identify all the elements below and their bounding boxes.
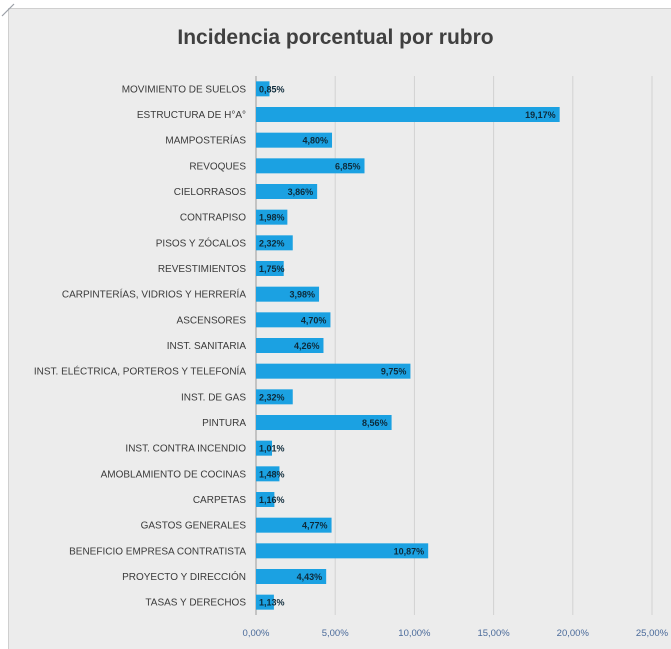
category-label: BENEFICIO EMPRESA CONTRATISTA [69,546,246,557]
bar-value-label: 0,85% [259,84,285,94]
category-label: REVOQUES [189,161,246,172]
category-label: INST. ELÉCTRICA, PORTEROS Y TELEFONÍA [34,365,246,378]
bar [256,389,293,405]
bar [256,261,284,276]
bar [256,543,429,559]
bar-value-label: 4,70% [301,315,327,325]
bar-value-label: 1,16% [259,495,285,505]
bar [256,415,392,430]
bar [256,594,274,610]
category-label: CARPINTERÍAS, VIDRIOS Y HERRERÍA [62,288,246,301]
bar-value-label: 4,43% [297,572,323,582]
category-label: REVESTIMIENTOS [158,264,246,275]
bar-value-label: 1,13% [259,598,285,608]
x-tick-label: 0,00% [243,628,270,639]
bar-value-label: 1,75% [259,264,285,274]
bar [256,338,324,353]
category-label: AMOBLAMIENTO DE COCINAS [101,469,247,480]
bar-value-label: 1,48% [259,469,285,479]
category-label: INST. DE GAS [181,392,246,403]
bar-value-label: 4,26% [294,341,320,351]
bar-value-label: 8,56% [362,418,388,428]
corner-decoration [0,0,20,20]
category-label: GASTOS GENERALES [141,521,247,532]
bar-value-label: 3,86% [288,187,314,197]
corner-slash-icon [1,3,15,17]
category-label: PINTURA [202,418,246,429]
x-tick-label: 25,00% [636,628,669,639]
bar [256,132,333,148]
bar-value-label: 19,17% [525,110,556,120]
bar-value-label: 2,32% [259,238,285,248]
bar [256,209,288,225]
category-label: TASAS Y DERECHOS [145,598,246,609]
bar [256,569,327,584]
bar-value-label: 4,77% [302,521,328,531]
bar [256,363,411,379]
bar-value-label: 10,87% [394,546,425,556]
category-label: MOVIMIENTO DE SUELOS [122,84,247,95]
bar-value-label: 4,80% [303,136,329,146]
category-label: CARPETAS [193,495,246,506]
bar [256,184,318,199]
chart-title: Incidencia porcentual por rubro [177,26,494,49]
bar-value-label: 1,01% [259,444,285,454]
bar [256,158,365,174]
bar-value-label: 1,98% [259,213,285,223]
bar-value-label: 6,85% [335,161,361,171]
category-label: PROYECTO Y DIRECCIÓN [122,570,246,583]
category-label: INST. SANITARIA [167,341,247,352]
bar [256,312,331,328]
bar [256,492,275,507]
bar [256,107,560,122]
bar-value-label: 2,32% [259,392,285,402]
category-label: ASCENSORES [177,315,247,326]
category-label: INST. CONTRA INCENDIO [125,444,246,455]
bar [256,235,293,251]
bar [256,440,272,456]
x-tick-label: 20,00% [557,628,590,639]
category-label: MAMPOSTERÍAS [165,134,246,147]
bar [256,286,320,302]
x-tick-label: 15,00% [477,628,510,639]
bar [256,517,332,533]
bar [256,81,270,97]
x-tick-label: 10,00% [398,628,431,639]
category-label: CONTRAPISO [180,213,246,224]
bar-value-label: 3,98% [290,290,316,300]
x-tick-label: 5,00% [322,628,349,639]
category-label: PISOS Y ZÓCALOS [156,236,247,249]
category-label: CIELORRASOS [174,187,247,198]
category-label: ESTRUCTURA DE H°A° [137,110,246,121]
bar [256,466,280,482]
bar-value-label: 9,75% [381,367,407,377]
